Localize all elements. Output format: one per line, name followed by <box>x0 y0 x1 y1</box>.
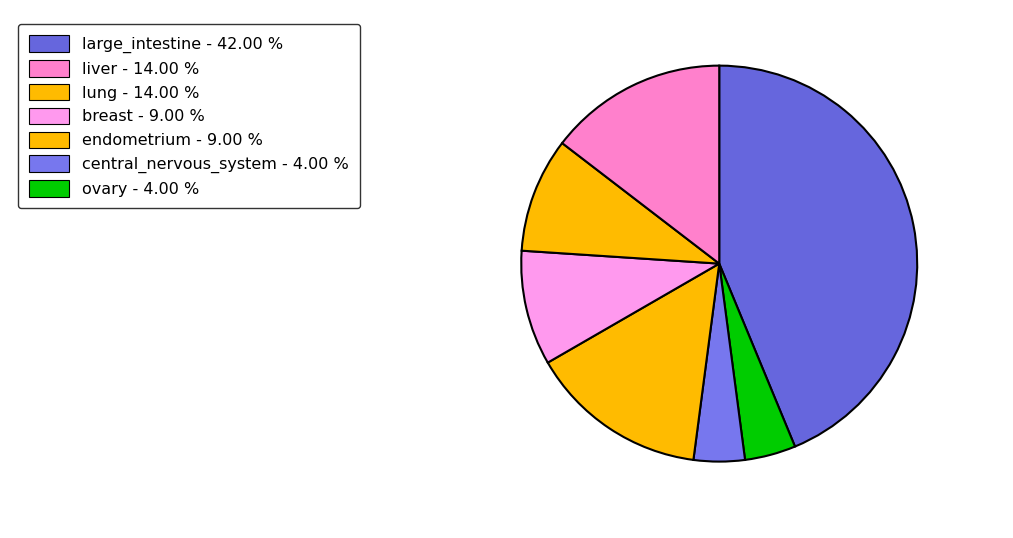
Wedge shape <box>562 66 719 264</box>
Wedge shape <box>719 66 917 447</box>
Wedge shape <box>522 143 719 264</box>
Wedge shape <box>548 264 719 460</box>
Legend: large_intestine - 42.00 %, liver - 14.00 %, lung - 14.00 %, breast - 9.00 %, end: large_intestine - 42.00 %, liver - 14.00… <box>18 24 360 208</box>
Wedge shape <box>522 251 719 363</box>
Wedge shape <box>693 264 746 462</box>
Wedge shape <box>719 264 795 460</box>
